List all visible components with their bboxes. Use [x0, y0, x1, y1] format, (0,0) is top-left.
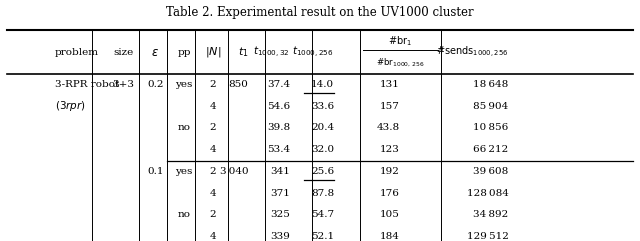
Text: 3+3: 3+3 [112, 80, 134, 89]
Text: 25.6: 25.6 [311, 167, 334, 176]
Text: Table 2. Experimental result on the UV1000 cluster: Table 2. Experimental result on the UV10… [166, 7, 474, 20]
Text: $t_{1000,256}$: $t_{1000,256}$ [292, 45, 334, 60]
Text: 85 904: 85 904 [473, 102, 508, 111]
Text: 54.6: 54.6 [267, 102, 290, 111]
Text: 20.4: 20.4 [311, 123, 334, 133]
Text: 123: 123 [380, 145, 400, 154]
Text: 18 648: 18 648 [473, 80, 508, 89]
Text: $\#\mathrm{br}_1$: $\#\mathrm{br}_1$ [388, 34, 413, 47]
Text: 2: 2 [209, 167, 216, 176]
Text: 129 512: 129 512 [467, 232, 508, 241]
Text: 54.7: 54.7 [311, 210, 334, 220]
Text: pp: pp [177, 48, 191, 57]
Text: 176: 176 [380, 189, 400, 198]
Text: 53.4: 53.4 [267, 145, 290, 154]
Text: 87.8: 87.8 [311, 189, 334, 198]
Text: size: size [113, 48, 133, 57]
Text: $|N|$: $|N|$ [205, 45, 221, 59]
Text: 3 040: 3 040 [220, 167, 248, 176]
Text: 43.8: 43.8 [377, 123, 400, 133]
Text: 341: 341 [270, 167, 290, 176]
Text: 850: 850 [228, 80, 248, 89]
Text: 128 084: 128 084 [467, 189, 508, 198]
Text: 33.6: 33.6 [311, 102, 334, 111]
Text: 105: 105 [380, 210, 400, 220]
Text: 157: 157 [380, 102, 400, 111]
Text: $\#\mathrm{br}_{1000,\,256}$: $\#\mathrm{br}_{1000,\,256}$ [376, 56, 425, 69]
Text: 66 212: 66 212 [473, 145, 508, 154]
Text: 39.8: 39.8 [267, 123, 290, 133]
Text: 3-RPR robot: 3-RPR robot [55, 80, 119, 89]
Text: 0.1: 0.1 [147, 167, 163, 176]
Text: 4: 4 [209, 102, 216, 111]
Text: no: no [177, 123, 191, 133]
Text: yes: yes [175, 80, 193, 89]
Text: $\epsilon$: $\epsilon$ [151, 46, 159, 59]
Text: problem: problem [55, 48, 99, 57]
Text: yes: yes [175, 167, 193, 176]
Text: $\#\mathrm{sends}_{1000,256}$: $\#\mathrm{sends}_{1000,256}$ [436, 45, 508, 60]
Text: $(3rpr)$: $(3rpr)$ [55, 99, 86, 113]
Text: 371: 371 [270, 189, 290, 198]
Text: 2: 2 [209, 210, 216, 220]
Text: 2: 2 [209, 123, 216, 133]
Text: $t_1$: $t_1$ [238, 45, 248, 59]
Text: 131: 131 [380, 80, 400, 89]
Text: 37.4: 37.4 [267, 80, 290, 89]
Text: 184: 184 [380, 232, 400, 241]
Text: 10 856: 10 856 [473, 123, 508, 133]
Text: 14.0: 14.0 [311, 80, 334, 89]
Text: 192: 192 [380, 167, 400, 176]
Text: 52.1: 52.1 [311, 232, 334, 241]
Text: 325: 325 [270, 210, 290, 220]
Text: $t_{1000,32}$: $t_{1000,32}$ [253, 45, 290, 60]
Text: 339: 339 [270, 232, 290, 241]
Text: 39 608: 39 608 [473, 167, 508, 176]
Text: 4: 4 [209, 189, 216, 198]
Text: 4: 4 [209, 145, 216, 154]
Text: 2: 2 [209, 80, 216, 89]
Text: 4: 4 [209, 232, 216, 241]
Text: 32.0: 32.0 [311, 145, 334, 154]
Text: no: no [177, 210, 191, 220]
Text: 34 892: 34 892 [473, 210, 508, 220]
Text: 0.2: 0.2 [147, 80, 163, 89]
